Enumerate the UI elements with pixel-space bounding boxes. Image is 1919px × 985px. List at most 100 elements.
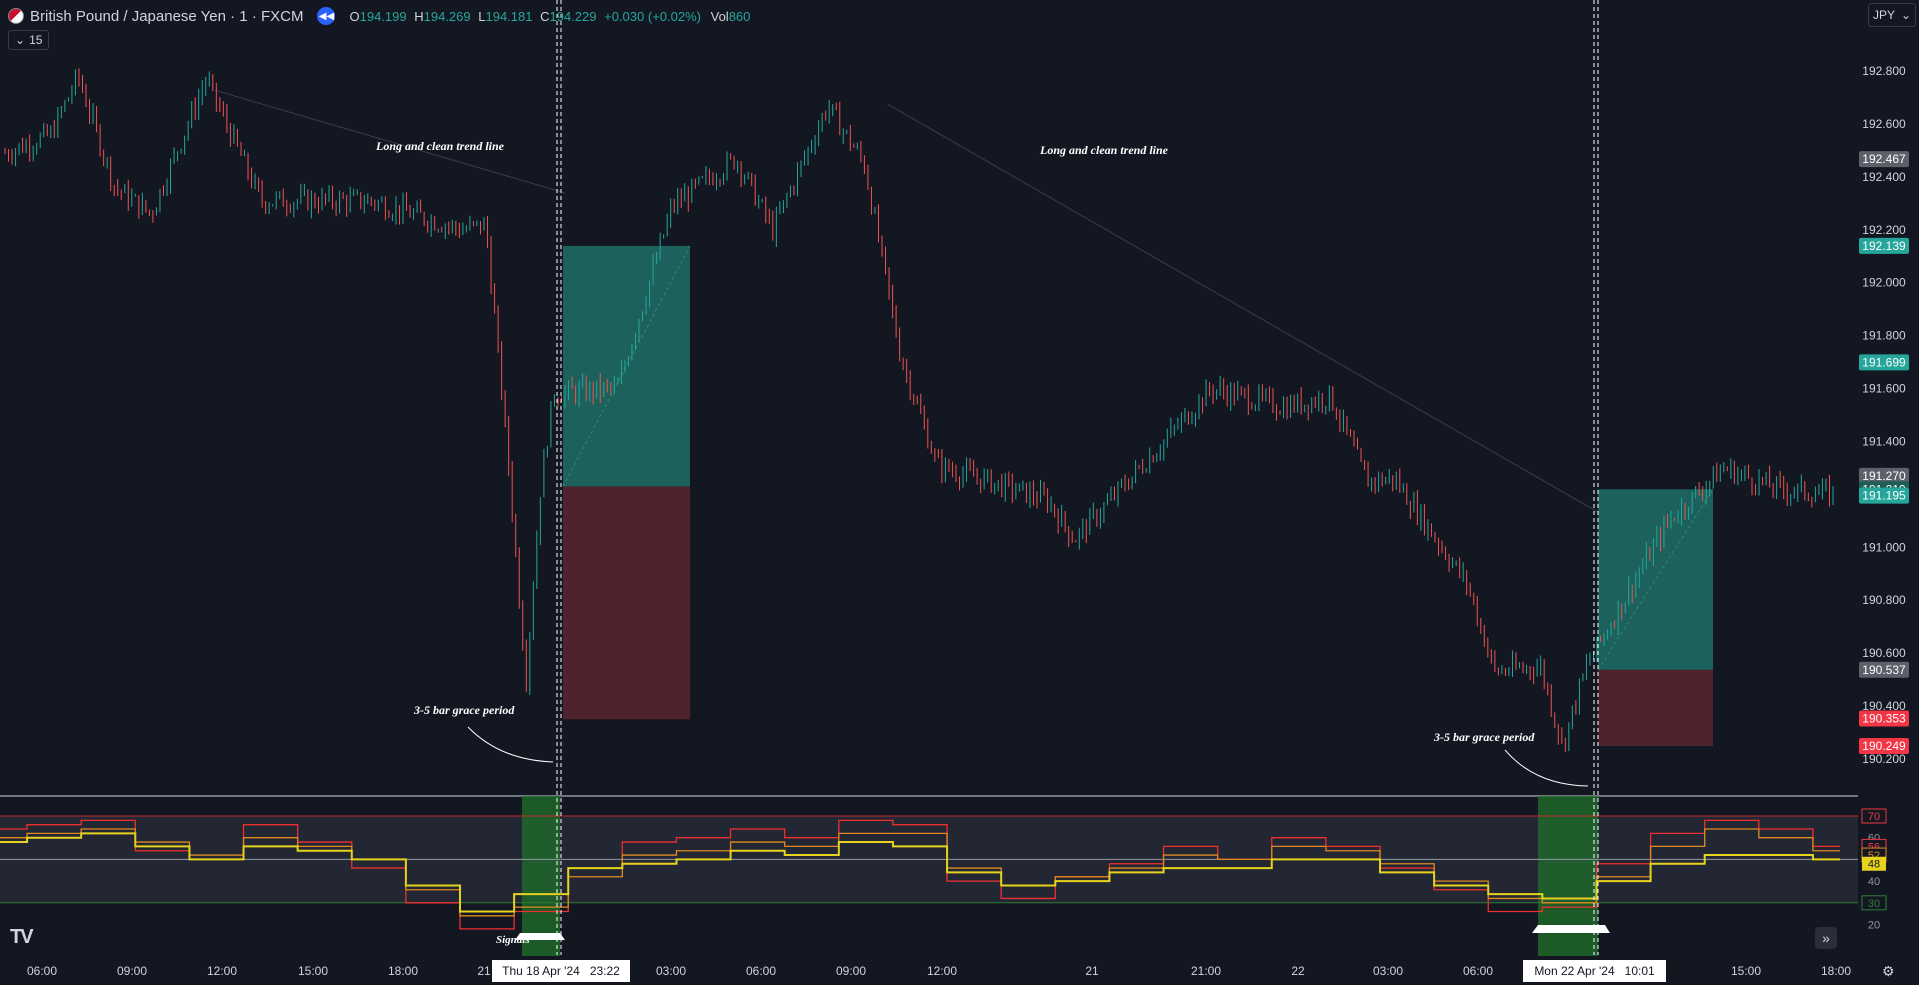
rsi-tag-label: 70 [1868, 811, 1880, 823]
grace-arrow-2 [1504, 749, 1589, 787]
price-tick: 191.000 [1862, 540, 1906, 554]
chevron-down-icon: ⌄ [15, 33, 26, 47]
price-tick: 190.200 [1862, 752, 1906, 766]
time-tick: 09:00 [836, 964, 866, 978]
low-label: L [478, 8, 486, 24]
price-tick: 192.000 [1862, 276, 1906, 290]
price-tick: 192.800 [1862, 64, 1906, 78]
time-tick: 21 [477, 964, 491, 978]
tradingview-logo-icon[interactable]: TV [10, 926, 34, 948]
gbp-jpy-flag-icon [8, 8, 24, 24]
rsi-series-3 [0, 832, 1840, 913]
price-tag [1859, 151, 1909, 168]
signals-annotation: Signals [496, 934, 530, 946]
timeframe-value: 15 [29, 33, 43, 47]
price-tag [1859, 487, 1909, 504]
volume-label: Vol [710, 8, 729, 24]
price-tag [1859, 354, 1909, 371]
close-value: 194.229 [549, 8, 597, 24]
profit-zone-2[interactable] [1598, 489, 1713, 670]
time-tick: 12:00 [207, 964, 237, 978]
price-tag-label: 191.699 [1862, 355, 1906, 369]
time-tick: 21 [1085, 964, 1099, 978]
time-tick: 06:00 [1463, 964, 1493, 978]
chevron-down-icon: ⌄ [1900, 8, 1911, 22]
time-tick: 18:00 [388, 964, 418, 978]
price-tag-label: 190.249 [1862, 739, 1906, 753]
replay-rewind-icon[interactable]: ◀◀ [317, 7, 336, 25]
high-label: H [414, 8, 424, 24]
crosshair-time-label-2: Mon 22 Apr '24 10:01 [1523, 960, 1666, 982]
time-tick: 15:00 [298, 964, 328, 978]
low-value: 194.181 [485, 8, 533, 24]
time-tick: 06:00 [27, 964, 57, 978]
time-tick: 03:00 [656, 964, 686, 978]
profit-zone-1[interactable] [563, 245, 690, 487]
price-tag-label: 192.139 [1862, 239, 1906, 253]
price-tick: 192.400 [1862, 170, 1906, 184]
signal-marker-2 [1532, 925, 1610, 933]
open-label: O [349, 8, 360, 24]
price-tick: 190.400 [1862, 699, 1906, 713]
trend-line-2[interactable] [887, 103, 1711, 577]
price-tag [1859, 710, 1909, 727]
grace-annotation-2: 3-5 bar grace period [1433, 730, 1535, 744]
price-tag [1859, 737, 1909, 754]
volume-value: 860 [728, 8, 751, 24]
settings-icon[interactable]: ⚙ [1882, 963, 1895, 979]
signal-zone-1 [522, 796, 560, 956]
loss-zone-1[interactable] [563, 486, 690, 720]
price-tick: 190.600 [1862, 646, 1906, 660]
time-tick: 21:00 [1191, 964, 1221, 978]
symbol-title[interactable]: British Pound / Japanese Yen · 1 · FXCM [30, 7, 304, 25]
grace-arrow-1 [467, 726, 554, 763]
price-tick: 191.400 [1862, 434, 1906, 448]
price-tag-label: 190.537 [1862, 663, 1906, 677]
trend-annotation-2: Long and clean trend line [1039, 143, 1169, 157]
time-tick: 03:00 [1373, 964, 1403, 978]
close-label: C [540, 8, 550, 24]
time-tick: 18:00 [1821, 964, 1851, 978]
ohlc-readout: O194.199 H194.269 L194.181 C194.229 +0.0… [345, 9, 750, 24]
high-value: 194.269 [423, 8, 471, 24]
rsi-tag-label: 48 [1868, 859, 1880, 871]
price-tick: 192.200 [1862, 223, 1906, 237]
rsi-tick: 40 [1868, 876, 1880, 888]
currency-value: JPY [1873, 8, 1896, 22]
price-tick: 190.800 [1862, 593, 1906, 607]
grace-annotation-1: 3-5 bar grace period [413, 703, 515, 717]
change-value: +0.030 (+0.02%) [604, 8, 701, 24]
currency-selector[interactable]: JPY ⌄ [1868, 3, 1916, 27]
time-tick: 06:00 [746, 964, 776, 978]
price-tick: 191.800 [1862, 329, 1906, 343]
signal-marker-1 [515, 933, 565, 940]
open-value: 194.199 [359, 8, 407, 24]
time-tick: 15:00 [1731, 964, 1761, 978]
price-tag [1859, 237, 1909, 254]
rsi-tick: 20 [1868, 920, 1880, 932]
price-tick: 191.600 [1862, 382, 1906, 396]
price-tag [1859, 661, 1909, 678]
crosshair-time-label-1: Thu 18 Apr '24 23:22 [492, 960, 630, 982]
loss-zone-2[interactable] [1598, 669, 1713, 746]
rsi-tag-label: 30 [1868, 898, 1880, 910]
price-tag-label: 191.270 [1862, 469, 1906, 483]
time-tick: 09:00 [117, 964, 147, 978]
time-tick: 12:00 [927, 964, 957, 978]
trend-annotation-1: Long and clean trend line [375, 139, 505, 153]
rsi-pane [0, 795, 1858, 956]
rsi-tag [1861, 808, 1887, 824]
price-tick: 192.600 [1862, 117, 1906, 131]
timeframe-toggle[interactable]: ⌄ 15 [8, 30, 50, 50]
symbol-header: British Pound / Japanese Yen · 1 · FXCM … [8, 6, 750, 26]
price-tag [1859, 467, 1909, 484]
rsi-tag [1861, 895, 1887, 911]
price-tag-label: 190.353 [1862, 711, 1906, 725]
time-tick: 22 [1291, 964, 1305, 978]
trend-line-1[interactable] [214, 89, 566, 194]
price-tag-label: 191.195 [1862, 489, 1906, 503]
rsi-tag [1862, 856, 1886, 871]
price-tag-label: 192.467 [1862, 152, 1906, 166]
scroll-to-realtime-icon[interactable]: » [1815, 927, 1837, 949]
